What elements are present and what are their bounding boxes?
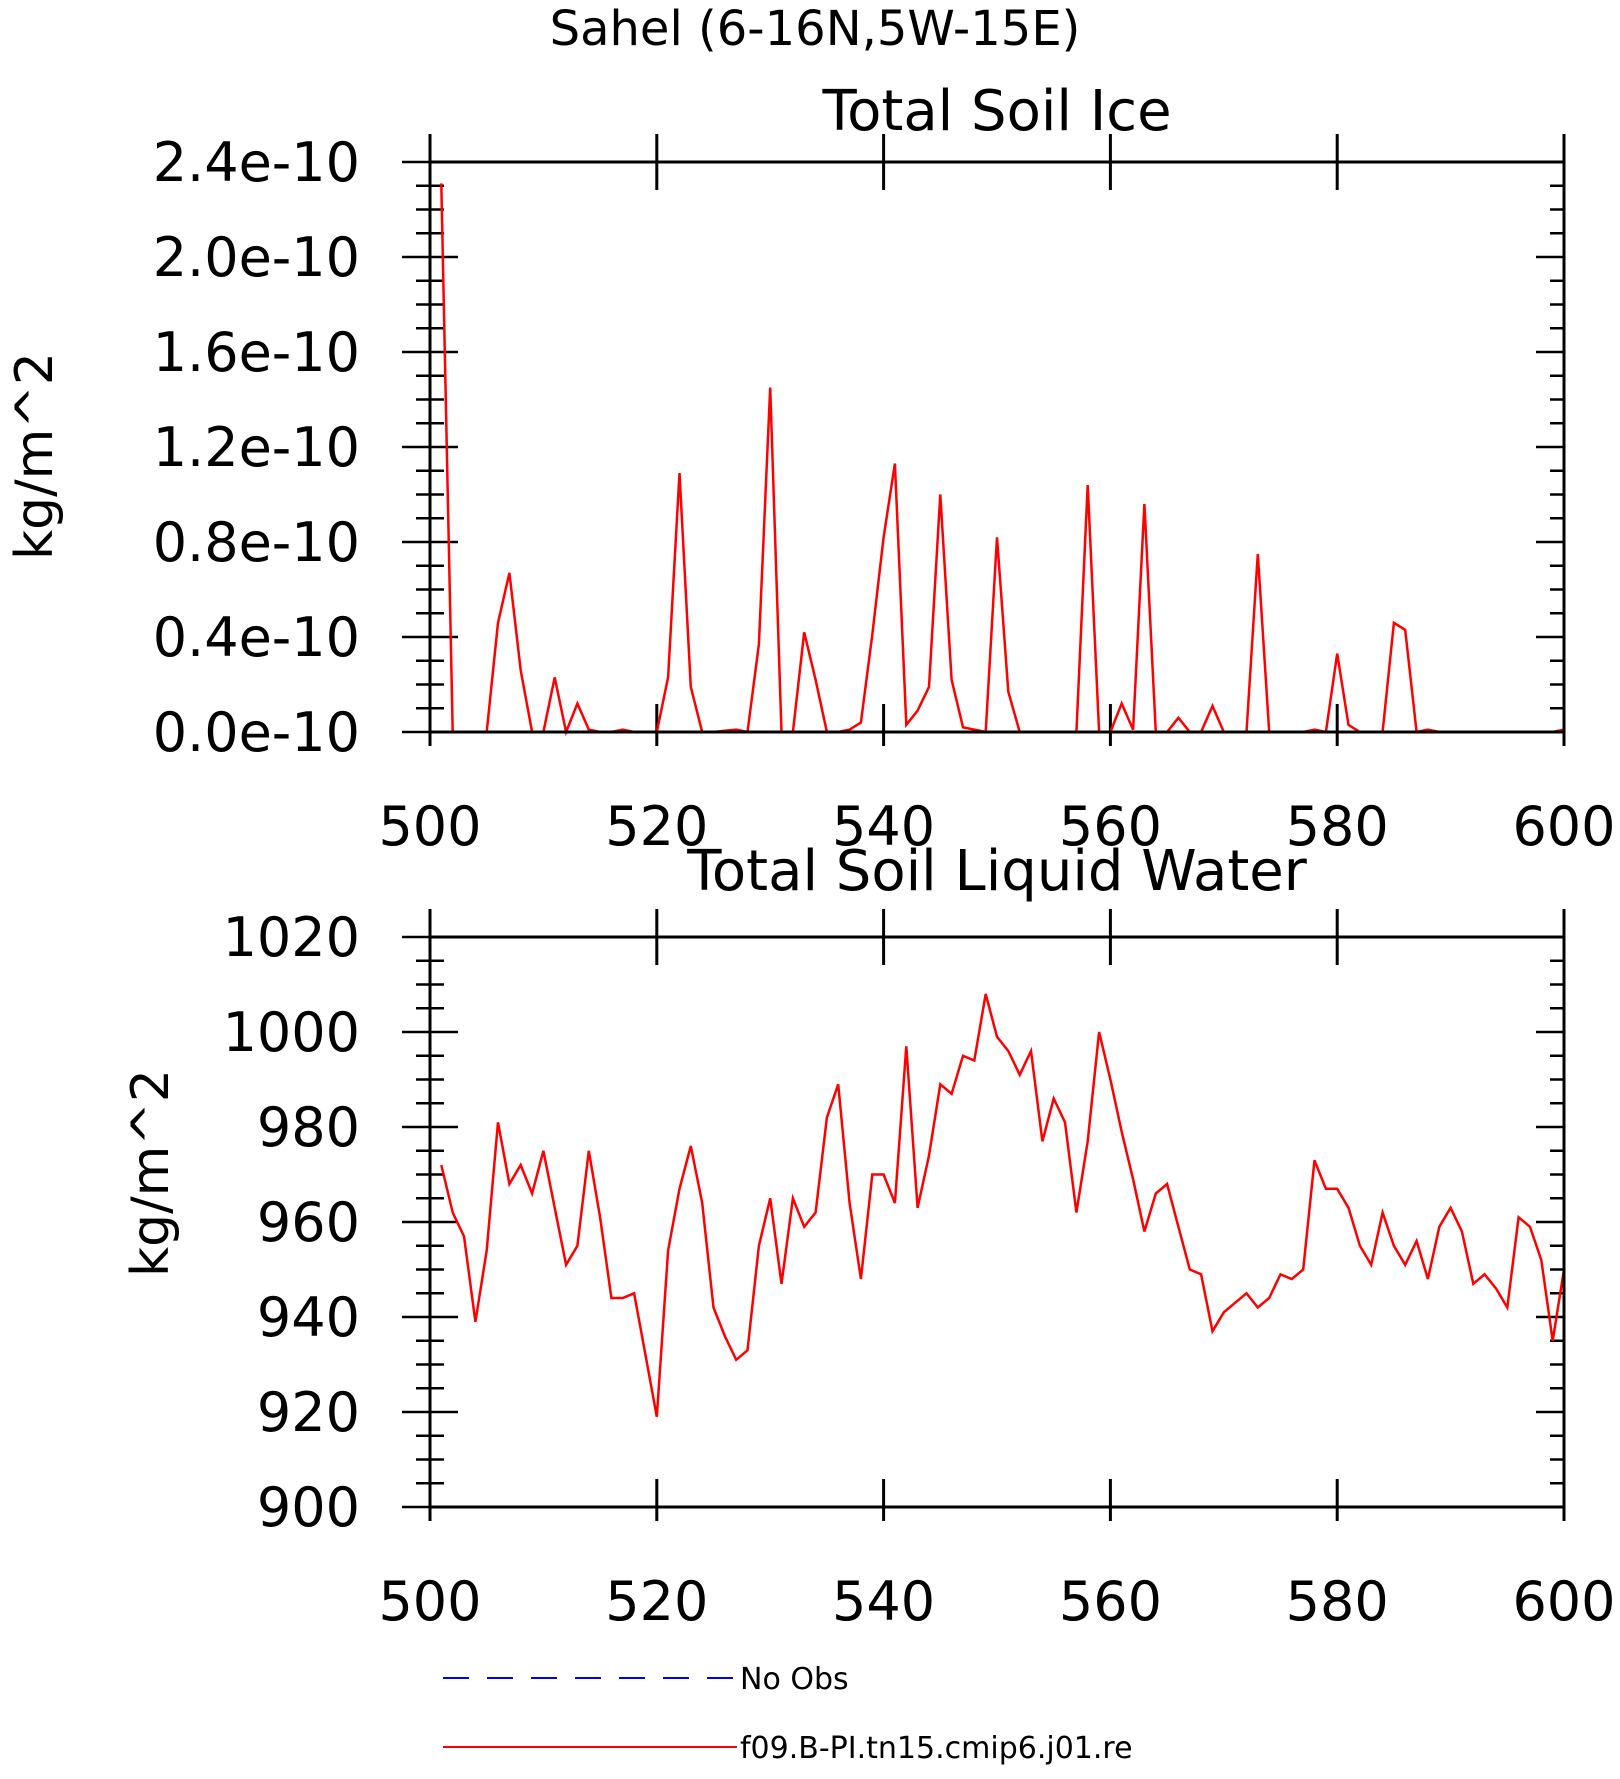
soil-ice-y-axis-label: kg/m^2 xyxy=(5,352,65,560)
soil-ice-x-tick-label: 500 xyxy=(378,795,481,858)
soil-liquid-water-y-tick-label: 940 xyxy=(257,1286,360,1349)
soil-ice-x-tick-label: 560 xyxy=(1059,795,1162,858)
soil-liquid-water-y-tick-label: 900 xyxy=(257,1476,360,1539)
soil-liquid-water-x-tick-label: 600 xyxy=(1512,1570,1615,1633)
legend-no-obs-label: No Obs xyxy=(740,1662,849,1697)
legend: No Obs f09.B-PI.tn15.cmip6.j01.re xyxy=(443,1662,1133,1766)
soil-liquid-water-x-tick-label: 520 xyxy=(605,1570,708,1633)
soil-liquid-water-y-tick-label: 1020 xyxy=(223,906,360,969)
soil-liquid-water-series-line xyxy=(440,993,1566,1418)
soil-ice-panel: Total Soil Ice kg/m^2 500 520 540 560 580 600… xyxy=(5,79,1616,858)
soil-ice-y-tick-label: 1.6e-10 xyxy=(153,321,360,384)
soil-liquid-water-y-axis-label: kg/m^2 xyxy=(121,1069,181,1277)
soil-liquid-water-x-tick-label: 540 xyxy=(832,1570,935,1633)
soil-ice-title: Total Soil Ice xyxy=(821,79,1171,144)
soil-liquid-water-y-tick-label: 960 xyxy=(257,1191,360,1254)
soil-liquid-water-x-tick-label: 560 xyxy=(1059,1570,1162,1633)
soil-liquid-water-title: Total Soil Liquid Water xyxy=(686,839,1308,904)
soil-ice-y-tick-label: 0.0e-10 xyxy=(153,701,360,764)
legend-model-label: f09.B-PI.tn15.cmip6.j01.re xyxy=(740,1731,1133,1766)
soil-ice-series-line xyxy=(440,183,1565,737)
soil-ice-y-tick-label: 0.8e-10 xyxy=(153,511,360,574)
soil-ice-y-tick-label: 0.4e-10 xyxy=(153,606,360,669)
soil-ice-x-tick-label: 600 xyxy=(1512,795,1615,858)
soil-liquid-water-panel: Total Soil Liquid Water kg/m^2 500 520 540… xyxy=(121,839,1616,1633)
soil-ice-y-tick-label: 2.4e-10 xyxy=(153,131,360,194)
soil-liquid-water-y-tick-label: 1000 xyxy=(223,1001,360,1064)
soil-ice-x-tick-label: 580 xyxy=(1286,795,1389,858)
soil-ice-x-tick-label: 520 xyxy=(605,795,708,858)
soil-ice-x-tick-label: 540 xyxy=(832,795,935,858)
figure-title: Sahel (6-16N,5W-15E) xyxy=(550,1,1081,57)
soil-liquid-water-x-tick-label: 500 xyxy=(378,1570,481,1633)
soil-liquid-water-y-tick-label: 920 xyxy=(257,1381,360,1444)
soil-ice-plot-frame xyxy=(428,160,1566,734)
soil-liquid-water-plot-frame xyxy=(428,935,1566,1509)
soil-liquid-water-y-tick-label: 980 xyxy=(257,1096,360,1159)
soil-ice-y-tick-label: 2.0e-10 xyxy=(153,226,360,289)
soil-liquid-water-x-tick-label: 580 xyxy=(1286,1570,1389,1633)
soil-ice-y-tick-label: 1.2e-10 xyxy=(153,416,360,479)
